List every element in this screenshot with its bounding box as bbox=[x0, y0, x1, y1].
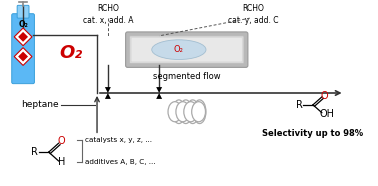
Text: OH: OH bbox=[319, 109, 334, 119]
Ellipse shape bbox=[176, 102, 190, 122]
Polygon shape bbox=[105, 93, 111, 99]
Polygon shape bbox=[14, 28, 32, 46]
Polygon shape bbox=[156, 87, 162, 93]
Polygon shape bbox=[105, 87, 111, 93]
Text: Selectivity up to 98%: Selectivity up to 98% bbox=[262, 129, 364, 138]
Polygon shape bbox=[14, 48, 32, 65]
Text: O₂: O₂ bbox=[174, 45, 184, 54]
Text: O: O bbox=[321, 91, 328, 101]
Text: O₂: O₂ bbox=[59, 44, 82, 62]
FancyBboxPatch shape bbox=[125, 32, 248, 67]
Polygon shape bbox=[18, 52, 28, 62]
Text: segmented flow: segmented flow bbox=[153, 72, 221, 81]
Text: H: H bbox=[58, 157, 65, 167]
Ellipse shape bbox=[184, 102, 198, 122]
Ellipse shape bbox=[168, 102, 182, 122]
Text: RCHO
cat. x, add. A: RCHO cat. x, add. A bbox=[83, 4, 133, 25]
Polygon shape bbox=[156, 93, 162, 99]
Polygon shape bbox=[18, 32, 28, 42]
Text: O: O bbox=[58, 136, 65, 146]
Ellipse shape bbox=[152, 40, 206, 60]
FancyBboxPatch shape bbox=[17, 5, 29, 18]
FancyBboxPatch shape bbox=[132, 38, 242, 62]
Text: R: R bbox=[296, 100, 303, 110]
Text: catalysts x, y, z, ...: catalysts x, y, z, ... bbox=[85, 137, 152, 143]
FancyBboxPatch shape bbox=[130, 36, 244, 63]
Ellipse shape bbox=[192, 102, 206, 122]
Text: heptane: heptane bbox=[21, 100, 59, 109]
Text: O₂: O₂ bbox=[18, 20, 28, 29]
FancyBboxPatch shape bbox=[12, 14, 34, 84]
Text: additives A, B, C, ...: additives A, B, C, ... bbox=[85, 159, 156, 165]
Text: R: R bbox=[31, 147, 38, 157]
Text: RCHO
cat. y, add. C: RCHO cat. y, add. C bbox=[228, 4, 278, 25]
